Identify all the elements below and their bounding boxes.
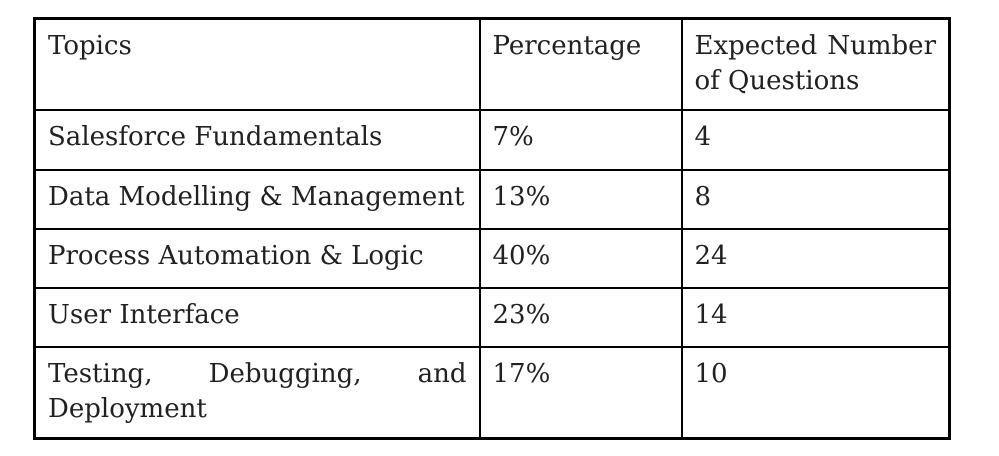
header-cell-topics: Topics [33, 17, 481, 111]
topic-cell: User Interface [33, 287, 481, 348]
table-row: Data Modelling & Management 13% 8 [33, 169, 951, 230]
table-header-row: Topics Percentage Expected Number of Que… [33, 17, 951, 111]
table-row: Testing, Debugging, and Deployment 17% 1… [33, 346, 951, 440]
expected-questions-cell: 8 [680, 169, 951, 230]
expected-questions-cell: 4 [680, 109, 951, 171]
expected-questions-cell: 24 [680, 228, 951, 289]
percentage-cell: 13% [478, 169, 683, 230]
topic-cell: Data Modelling & Management [33, 169, 481, 230]
expected-questions-cell: 10 [680, 346, 951, 440]
topic-cell: Testing, Debugging, and Deployment [33, 346, 481, 440]
topic-cell: Process Automation & Logic [33, 228, 481, 289]
topic-cell: Salesforce Fundamentals [33, 109, 481, 171]
percentage-cell: 7% [478, 109, 683, 171]
header-cell-expected-questions: Expected Number of Questions [680, 17, 951, 111]
percentage-cell: 23% [478, 287, 683, 348]
table-row: User Interface 23% 14 [33, 287, 951, 348]
percentage-cell: 40% [478, 228, 683, 289]
header-cell-percentage: Percentage [478, 17, 683, 111]
expected-questions-cell: 14 [680, 287, 951, 348]
percentage-cell: 17% [478, 346, 683, 440]
table-row: Process Automation & Logic 40% 24 [33, 228, 951, 289]
exam-topics-table: Topics Percentage Expected Number of Que… [33, 17, 951, 440]
table-row: Salesforce Fundamentals 7% 4 [33, 109, 951, 171]
